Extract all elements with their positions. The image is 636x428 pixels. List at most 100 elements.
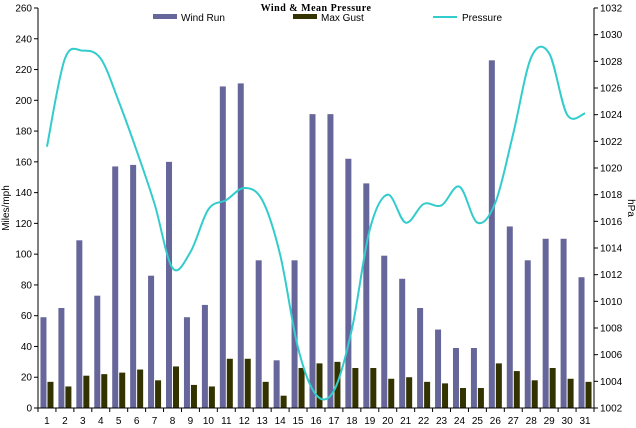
bar-max-gust-day-6: [137, 369, 144, 408]
bar-max-gust-day-26: [495, 363, 502, 408]
x-tick-label: 20: [382, 416, 394, 427]
bar-wind-run-day-25: [470, 348, 477, 408]
bar-wind-run-day-7: [148, 275, 155, 408]
legend-label-wind-run: Wind Run: [181, 13, 225, 24]
bar-max-gust-day-22: [424, 381, 431, 408]
bar-wind-run-day-30: [560, 238, 567, 408]
bar-wind-run-day-16: [309, 114, 316, 409]
bar-wind-run-day-20: [381, 255, 388, 408]
bar-wind-run-day-4: [94, 295, 101, 408]
bar-wind-run-day-26: [488, 60, 495, 409]
bar-max-gust-day-28: [531, 380, 538, 408]
bar-wind-run-day-8: [166, 161, 173, 408]
y-tick-label: 180: [15, 127, 32, 138]
x-tick-label: 31: [579, 416, 591, 427]
bar-max-gust-day-13: [262, 381, 269, 408]
bar-wind-run-day-9: [183, 317, 190, 408]
bar-wind-run-day-24: [452, 348, 459, 408]
chart-title: Wind & Mean Pressure: [261, 3, 372, 14]
x-tick-label: 11: [221, 416, 232, 427]
bar-wind-run-day-1: [40, 317, 47, 408]
bars-layer: [40, 60, 592, 409]
y2-tick-label: 1028: [600, 57, 623, 68]
y2-tick-label: 1016: [600, 217, 623, 228]
pressure-line-layer: [45, 45, 586, 401]
legend-label-max-gust: Max Gust: [321, 13, 364, 24]
bar-max-gust-day-8: [173, 366, 180, 408]
x-tick-label: 5: [116, 416, 122, 427]
bar-max-gust-day-9: [190, 384, 197, 408]
x-tick-label: 18: [346, 416, 358, 427]
bar-wind-run-day-14: [273, 360, 280, 408]
y2-tick-label: 1030: [600, 30, 623, 41]
x-tick-label: 25: [472, 416, 484, 427]
bar-max-gust-day-20: [388, 378, 395, 408]
y-tick-label: 0: [26, 404, 32, 415]
y2-tick-label: 1006: [600, 350, 623, 361]
bar-max-gust-day-19: [370, 368, 377, 408]
bar-wind-run-day-28: [524, 260, 531, 408]
legend-swatch-max-gust: [293, 14, 317, 19]
y-tick-label: 120: [15, 219, 32, 230]
y-tick-label: 80: [21, 280, 33, 291]
x-tick-label: 6: [134, 416, 140, 427]
x-tick-label: 29: [544, 416, 556, 427]
bar-max-gust-day-10: [208, 386, 215, 408]
x-tick-label: 16: [310, 416, 322, 427]
bar-wind-run-day-3: [76, 240, 83, 408]
y-tick-label: 220: [15, 65, 32, 76]
bar-wind-run-day-12: [237, 83, 244, 408]
bar-wind-run-day-5: [112, 166, 119, 408]
bar-wind-run-day-27: [506, 226, 513, 408]
y2-tick-label: 1014: [600, 244, 623, 255]
y2-tick-label: 1026: [600, 84, 623, 95]
x-tick-label: 14: [275, 416, 287, 427]
y-tick-label: 100: [15, 250, 32, 261]
bar-max-gust-day-25: [477, 388, 484, 408]
bar-wind-run-day-10: [201, 304, 208, 408]
bar-wind-run-day-13: [255, 260, 262, 408]
x-tick-label: 9: [188, 416, 194, 427]
y-tick-label: 20: [21, 373, 33, 384]
bar-wind-run-day-19: [363, 183, 370, 408]
y2-tick-label: 1012: [600, 270, 623, 281]
bar-wind-run-day-2: [58, 308, 65, 408]
bar-max-gust-day-3: [83, 375, 90, 408]
x-tick-label: 12: [239, 416, 251, 427]
bar-wind-run-day-23: [435, 329, 442, 408]
y-tick-label: 140: [15, 188, 32, 199]
x-tick-label: 1: [44, 416, 50, 427]
bar-max-gust-day-16: [316, 363, 323, 408]
y2-tick-label: 1032: [600, 4, 623, 15]
x-tick-label: 24: [454, 416, 466, 427]
y2-tick-label: 1020: [600, 164, 623, 175]
x-tick-label: 23: [436, 416, 448, 427]
bar-max-gust-day-18: [352, 368, 359, 408]
bar-max-gust-day-23: [442, 383, 449, 408]
bar-max-gust-day-1: [47, 381, 54, 408]
x-tick-label: 30: [562, 416, 574, 427]
series-line-pressure: [45, 45, 586, 401]
bar-wind-run-day-31: [578, 277, 585, 408]
bar-wind-run-day-29: [542, 238, 549, 408]
bar-max-gust-day-21: [406, 377, 413, 408]
bar-max-gust-day-15: [298, 368, 305, 408]
bar-wind-run-day-21: [399, 278, 406, 408]
bar-wind-run-day-22: [417, 308, 424, 408]
y2-tick-label: 1018: [600, 190, 623, 201]
bar-wind-run-day-18: [345, 158, 352, 408]
y2-tick-label: 1004: [600, 377, 623, 388]
bar-max-gust-day-29: [549, 368, 556, 408]
x-tick-label: 4: [98, 416, 104, 427]
y-axis-label: Miles/mph: [1, 185, 12, 231]
x-tick-label: 17: [328, 416, 340, 427]
bar-max-gust-day-31: [585, 381, 592, 408]
x-tick-label: 27: [508, 416, 520, 427]
y-tick-label: 200: [15, 96, 32, 107]
x-tick-label: 8: [170, 416, 176, 427]
y-tick-label: 60: [21, 311, 33, 322]
axes-layer: 0204060801001201401601802002202402601002…: [15, 4, 622, 428]
y-tick-label: 40: [21, 342, 33, 353]
bar-wind-run-day-17: [327, 114, 334, 409]
